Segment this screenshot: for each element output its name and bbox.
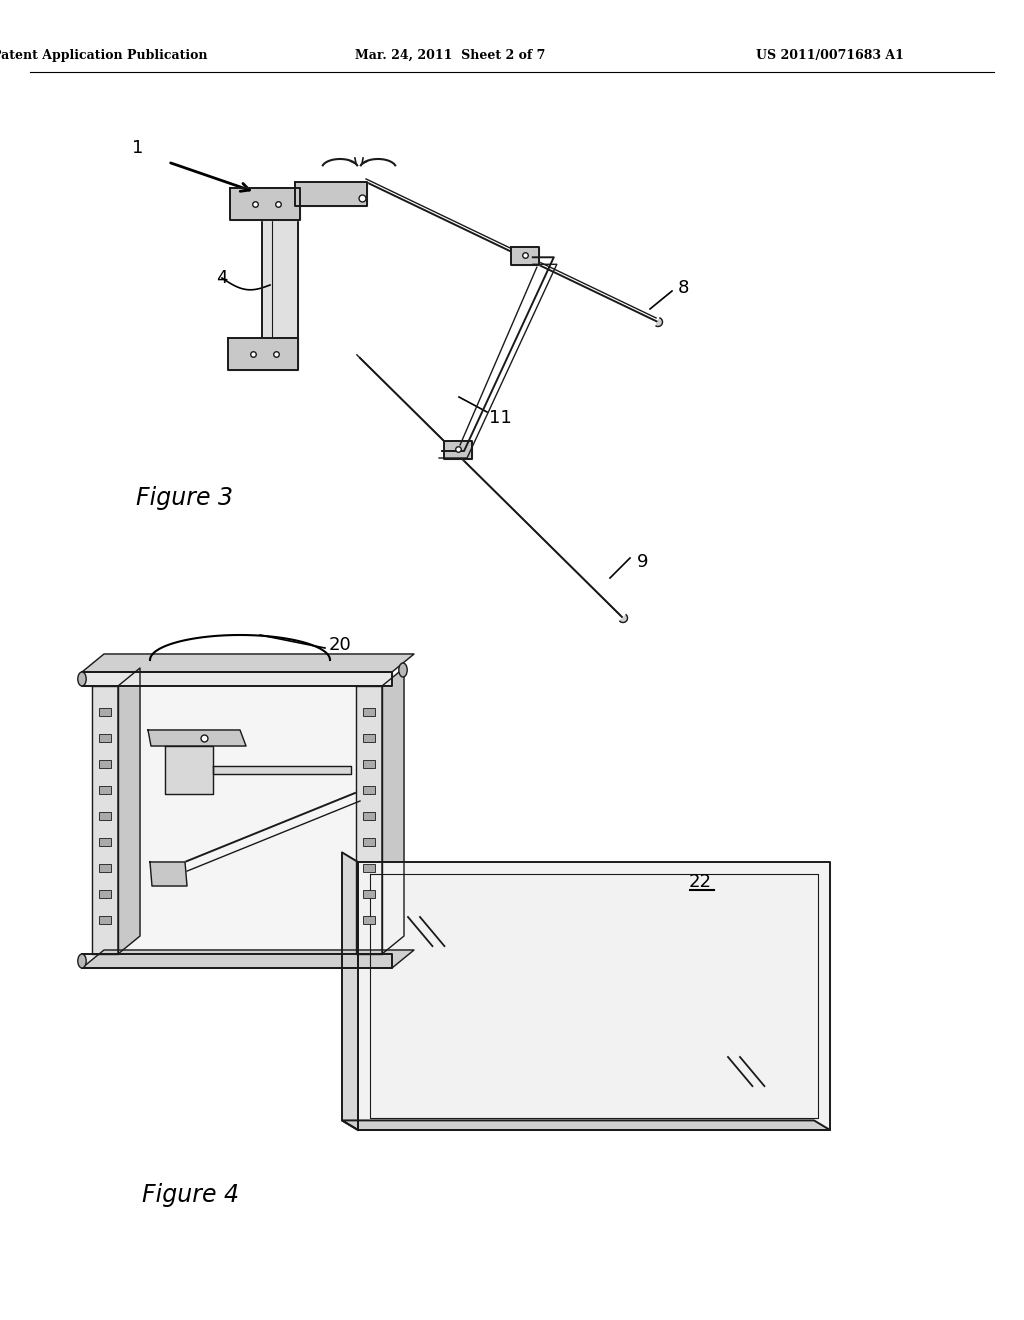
Polygon shape: [356, 686, 382, 954]
Polygon shape: [92, 686, 118, 954]
Text: 11: 11: [488, 409, 511, 426]
Text: 1: 1: [132, 139, 143, 157]
Polygon shape: [228, 338, 298, 370]
Polygon shape: [358, 862, 830, 1130]
Bar: [99, 865, 111, 873]
Polygon shape: [82, 653, 414, 672]
Bar: [99, 890, 111, 898]
Polygon shape: [342, 853, 358, 1130]
Ellipse shape: [398, 663, 408, 677]
Polygon shape: [118, 668, 140, 954]
Polygon shape: [511, 247, 539, 265]
Polygon shape: [620, 615, 628, 623]
Polygon shape: [295, 182, 367, 206]
Polygon shape: [230, 187, 300, 220]
Polygon shape: [342, 1121, 830, 1130]
Text: 22: 22: [688, 873, 712, 891]
Text: US 2011/0071683 A1: US 2011/0071683 A1: [756, 49, 904, 62]
Text: 9: 9: [637, 553, 649, 572]
Bar: [362, 812, 375, 820]
Text: 20: 20: [329, 636, 351, 653]
Polygon shape: [262, 187, 298, 368]
Polygon shape: [82, 950, 414, 968]
Bar: [99, 838, 111, 846]
Polygon shape: [444, 441, 472, 459]
Polygon shape: [82, 954, 392, 968]
Text: Figure 3: Figure 3: [136, 486, 233, 510]
Bar: [99, 760, 111, 768]
Polygon shape: [150, 862, 187, 886]
Bar: [99, 708, 111, 715]
Ellipse shape: [78, 954, 86, 968]
Text: 4: 4: [216, 269, 227, 286]
Bar: [362, 890, 375, 898]
Bar: [362, 865, 375, 873]
Polygon shape: [118, 686, 356, 954]
Bar: [362, 916, 375, 924]
Bar: [99, 916, 111, 924]
Ellipse shape: [78, 672, 86, 686]
Polygon shape: [165, 746, 213, 795]
Text: 8: 8: [677, 279, 689, 297]
Bar: [99, 812, 111, 820]
Polygon shape: [656, 318, 663, 326]
Polygon shape: [382, 668, 404, 954]
Polygon shape: [213, 766, 351, 774]
Bar: [362, 785, 375, 795]
Bar: [362, 760, 375, 768]
Bar: [362, 708, 375, 715]
Polygon shape: [148, 730, 246, 746]
Text: Figure 4: Figure 4: [141, 1183, 239, 1206]
Bar: [362, 734, 375, 742]
Polygon shape: [82, 672, 392, 686]
Bar: [99, 785, 111, 795]
Bar: [99, 734, 111, 742]
Bar: [362, 838, 375, 846]
Text: Mar. 24, 2011  Sheet 2 of 7: Mar. 24, 2011 Sheet 2 of 7: [354, 49, 545, 62]
Text: Patent Application Publication: Patent Application Publication: [0, 49, 208, 62]
